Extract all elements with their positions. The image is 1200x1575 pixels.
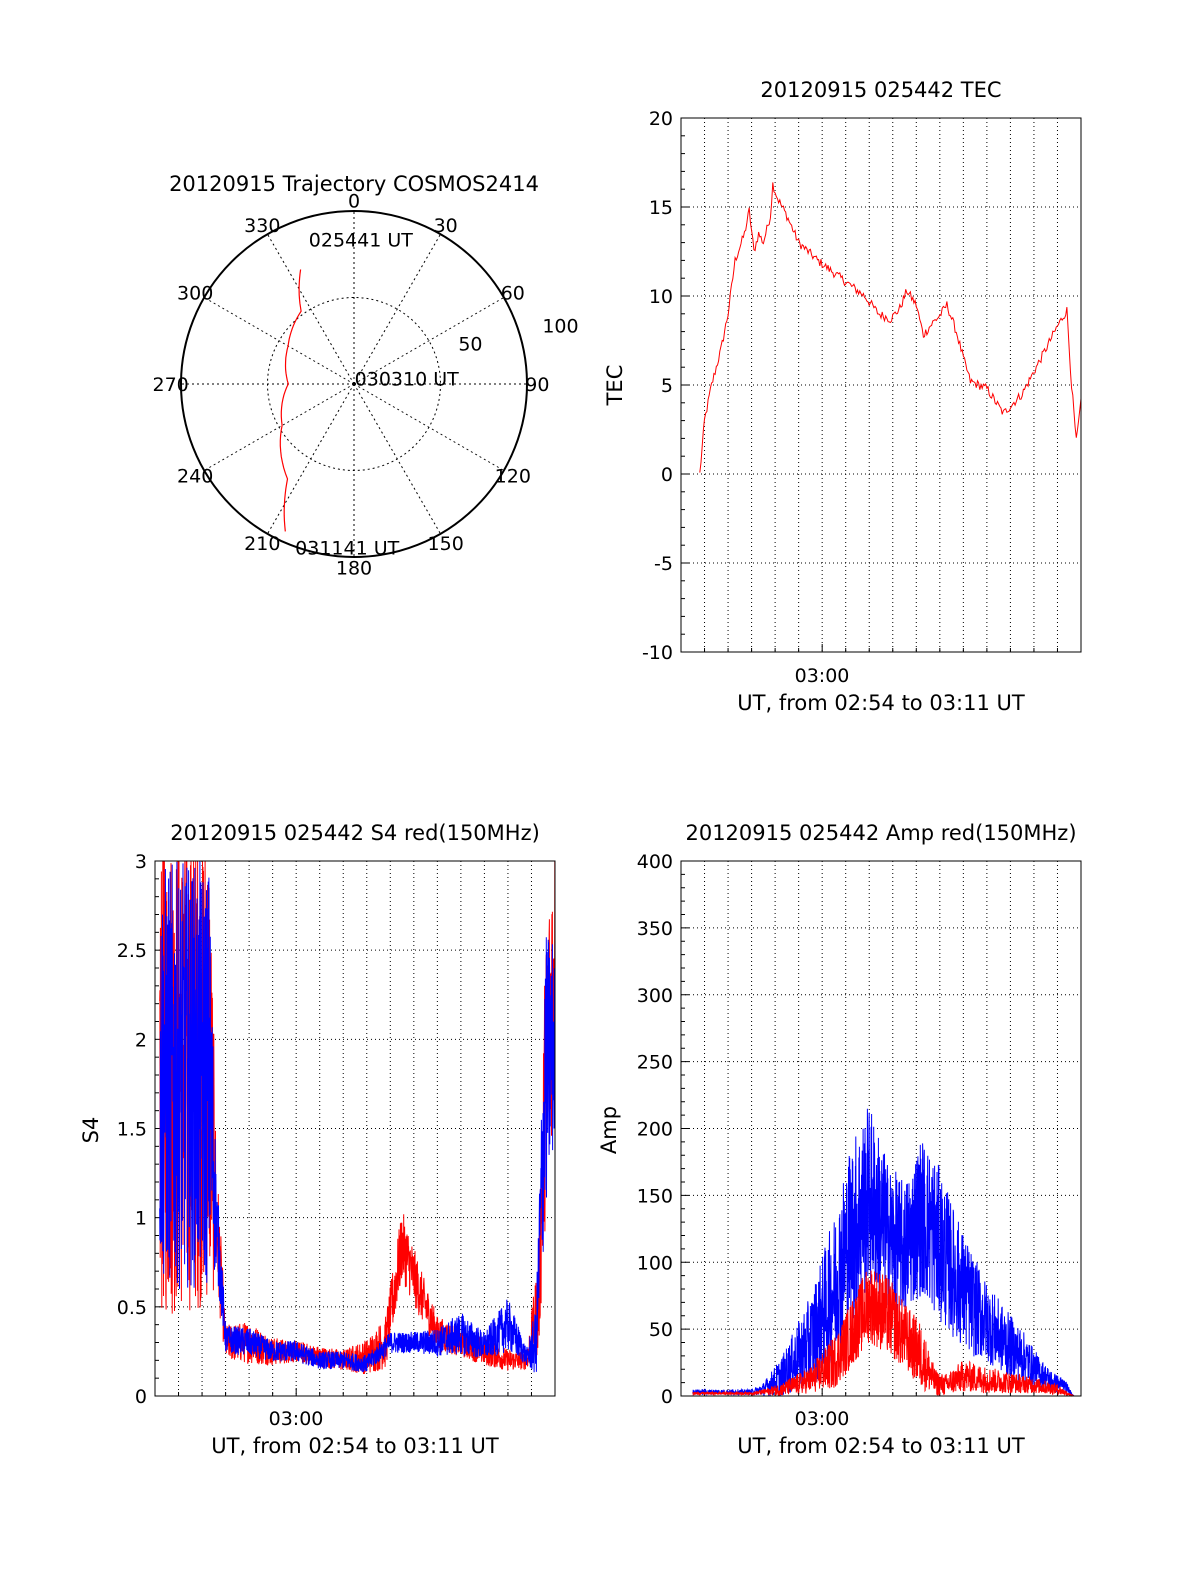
polar-angle-label: 210 (244, 533, 280, 555)
polar-angle-label: 180 (336, 557, 372, 579)
polar-outer-circle (180, 210, 528, 558)
polar-angle-label: 90 (525, 374, 549, 396)
plot-frame (680, 860, 1082, 1397)
tec-x-tick-label: 03:00 (795, 665, 850, 687)
s4-title: 20120915 025442 S4 red(150MHz) (170, 821, 540, 845)
polar-angle-label: 300 (177, 282, 213, 304)
polar-spoke (203, 297, 355, 385)
amp-panel: 20120915 025442 Amp red(150MHz) 0 50 100 15… (597, 821, 1082, 1458)
polar-angle-label: 330 (244, 215, 280, 237)
trajectory-time-label: 030310 UT (355, 369, 459, 391)
polar-angle-label: 240 (177, 466, 213, 488)
s4-axes: 0 0.5 1 1.5 2 2.5 3 (117, 851, 556, 1408)
y-tick-label: 200 (637, 1119, 673, 1141)
y-tick-label: 0.5 (117, 1297, 147, 1319)
polar-spoke (267, 233, 355, 385)
s4-panel: 20120915 025442 S4 red(150MHz) 0 0.5 1 1.5 2… (79, 821, 556, 1458)
y-tick-label: 1.5 (117, 1119, 147, 1141)
y-tick-label: 5 (661, 375, 673, 397)
y-tick-label: 150 (637, 1185, 673, 1207)
y-tick-label: 15 (649, 197, 673, 219)
y-tick-label: 0 (661, 1386, 673, 1408)
series-blue-line (159, 861, 556, 1373)
polar-angle-label: 30 (434, 215, 458, 237)
trajectory-panel: 20120915 Trajectory COSMOS2414 0 30 60 90 12… (152, 172, 578, 579)
polar-angle-label: 120 (495, 466, 531, 488)
amp-title: 20120915 025442 Amp red(150MHz) (685, 821, 1076, 845)
plot-frame (154, 860, 556, 1397)
y-tick-label: 50 (649, 1319, 673, 1341)
y-tick-label: 100 (637, 1252, 673, 1274)
y-tick-label: 2 (135, 1029, 147, 1051)
y-tick-label: 300 (637, 985, 673, 1007)
y-tick-label: 400 (637, 851, 673, 873)
y-tick-label: 20 (649, 108, 673, 130)
plot-frame (680, 117, 1082, 653)
tec-y-label: TEC (603, 365, 627, 407)
trajectory-time-label: 031141 UT (295, 538, 399, 560)
polar-spoke (267, 383, 355, 535)
y-tick-label: 0 (135, 1386, 147, 1408)
s4-y-label: S4 (79, 1117, 103, 1144)
series-red-line (692, 1270, 1075, 1397)
polar-labels: 0 30 60 90 120 150 180 210 240 270 300 330 50 100 (152, 191, 578, 580)
polar-angle-label: 150 (428, 533, 464, 555)
polar-spoke (353, 383, 441, 535)
amp-x-label: UT, from 02:54 to 03:11 UT (737, 1434, 1025, 1458)
series-blue-line (692, 1108, 1075, 1397)
y-tick-label: 350 (637, 918, 673, 940)
polar-grid (180, 210, 528, 558)
polar-spoke (203, 383, 355, 471)
polar-spoke (353, 383, 505, 471)
trajectory-time-label: 025441 UT (309, 229, 413, 251)
amp-axes: 0 50 100 150 200 250 300 350 400 (637, 851, 1082, 1408)
y-tick-label: 250 (637, 1052, 673, 1074)
amp-y-label: Amp (597, 1106, 621, 1154)
y-tick-label: 1 (135, 1208, 147, 1230)
y-tick-label: 0 (661, 464, 673, 486)
series-red-line (159, 860, 556, 1375)
tec-axes: -10 -5 0 5 10 15 20 (642, 108, 1082, 664)
polar-angle-label: 270 (152, 374, 188, 396)
y-tick-label: 10 (649, 286, 673, 308)
trajectory-track (279, 269, 302, 532)
series-red-line (699, 182, 1082, 473)
trajectory-title: 20120915 Trajectory COSMOS2414 (169, 172, 539, 196)
y-tick-label: -10 (642, 642, 673, 664)
s4-x-tick-label: 03:00 (269, 1408, 324, 1430)
tec-x-label: UT, from 02:54 to 03:11 UT (737, 691, 1025, 715)
y-tick-label: -5 (654, 553, 673, 575)
polar-radius-label: 100 (542, 316, 578, 338)
polar-radius-label: 50 (458, 334, 482, 356)
amp-x-tick-label: 03:00 (795, 1408, 850, 1430)
s4-x-label: UT, from 02:54 to 03:11 UT (211, 1434, 499, 1458)
y-tick-label: 2.5 (117, 940, 147, 962)
tec-title: 20120915 025442 TEC (760, 78, 1001, 102)
polar-track: 025441 UT 030310 UT 031141 UT (279, 229, 459, 560)
y-tick-label: 3 (135, 851, 147, 873)
polar-spoke (353, 233, 441, 385)
polar-angle-label: 60 (501, 282, 525, 304)
polar-spoke (353, 297, 505, 385)
polar-angle-label: 0 (348, 191, 360, 213)
